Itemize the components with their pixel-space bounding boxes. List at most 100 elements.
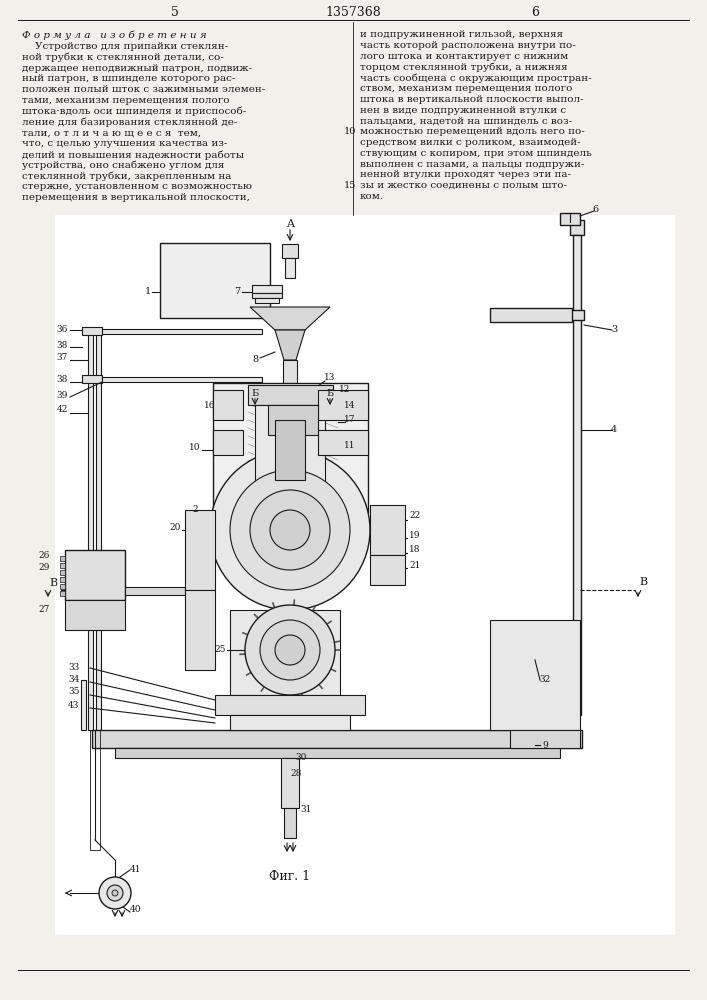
Text: что, с целью улучшения качества из-: что, с целью улучшения качества из- — [22, 139, 228, 148]
Bar — [570, 310, 584, 320]
Bar — [283, 360, 297, 750]
Text: 20: 20 — [169, 522, 181, 532]
Text: можностью перемещений вдоль него по-: можностью перемещений вдоль него по- — [360, 127, 585, 136]
Bar — [318, 430, 368, 455]
Text: перемещения в вертикальной плоскости,: перемещения в вертикальной плоскости, — [22, 193, 250, 202]
Bar — [213, 383, 368, 513]
Text: 19: 19 — [409, 530, 421, 540]
Text: зы и жестко соединены с полым што-: зы и жестко соединены с полым што- — [360, 181, 567, 190]
Text: 8: 8 — [252, 356, 258, 364]
Bar — [215, 695, 365, 715]
Text: 14: 14 — [344, 400, 356, 410]
Bar — [560, 213, 580, 225]
Text: 1357368: 1357368 — [325, 5, 381, 18]
Text: 12: 12 — [339, 385, 351, 394]
Text: 38: 38 — [57, 375, 68, 384]
Text: Ф о р м у л а   и з о б р е т е н и я: Ф о р м у л а и з о б р е т е н и я — [22, 30, 206, 39]
Text: 38: 38 — [57, 340, 68, 350]
Bar — [573, 235, 581, 705]
Bar — [82, 375, 102, 383]
Text: 42: 42 — [57, 406, 68, 414]
Text: устройства, оно снабжено углом для: устройства, оно снабжено углом для — [22, 161, 224, 170]
Text: часть сообщена с окружающим простран-: часть сообщена с окружающим простран- — [360, 73, 592, 83]
Text: ление для базирования стеклянной де-: ление для базирования стеклянной де- — [22, 118, 238, 127]
Bar — [230, 715, 350, 730]
Bar — [255, 405, 325, 510]
Text: штока в вертикальной плоскости выпол-: штока в вертикальной плоскости выпол- — [360, 95, 583, 104]
Bar — [268, 405, 318, 435]
Bar — [90, 730, 100, 850]
Text: 43: 43 — [68, 702, 79, 710]
Text: 10: 10 — [344, 127, 356, 136]
Text: штока·вдоль оси шпинделя и приспособ-: штока·вдоль оси шпинделя и приспособ- — [22, 107, 246, 116]
Bar — [510, 730, 580, 748]
Bar — [88, 330, 93, 730]
Circle shape — [245, 605, 335, 695]
Polygon shape — [250, 307, 330, 330]
Text: 15: 15 — [344, 181, 356, 190]
Bar — [60, 577, 65, 582]
Bar — [213, 430, 243, 455]
Text: 41: 41 — [130, 865, 141, 874]
Bar — [65, 550, 125, 600]
Bar — [573, 705, 581, 715]
Bar — [55, 215, 675, 935]
Circle shape — [250, 490, 330, 570]
Circle shape — [230, 470, 350, 590]
Text: ством, механизм перемещения полого: ством, механизм перемещения полого — [360, 84, 573, 93]
Bar — [60, 563, 65, 568]
Text: 18: 18 — [409, 546, 421, 554]
Text: 35: 35 — [68, 688, 79, 696]
Text: ствующим с копиром, при этом шпиндель: ствующим с копиром, при этом шпиндель — [360, 149, 592, 158]
Bar — [570, 220, 584, 235]
Bar — [275, 420, 305, 480]
Text: 10: 10 — [189, 442, 201, 452]
Text: 2: 2 — [192, 506, 198, 514]
Text: 13: 13 — [325, 373, 336, 382]
Bar — [60, 570, 65, 575]
Text: 29: 29 — [39, 564, 50, 572]
Text: Б: Б — [327, 388, 334, 397]
Text: делий и повышения надежности работы: делий и повышения надежности работы — [22, 150, 244, 159]
Bar — [252, 285, 282, 293]
Text: ный патрон, в шпинделе которого рас-: ный патрон, в шпинделе которого рас- — [22, 74, 235, 83]
Text: 16: 16 — [204, 400, 216, 410]
Bar — [284, 808, 296, 838]
Text: 31: 31 — [300, 806, 311, 814]
Bar — [92, 730, 582, 748]
Circle shape — [112, 890, 118, 896]
Bar — [252, 293, 282, 298]
Bar — [255, 298, 279, 303]
Text: 6: 6 — [592, 206, 598, 215]
Text: 32: 32 — [539, 676, 551, 684]
Text: ненной втулки проходят через эти па-: ненной втулки проходят через эти па- — [360, 170, 571, 179]
Text: 37: 37 — [57, 354, 68, 362]
Bar — [102, 377, 262, 382]
Bar — [370, 505, 405, 555]
Text: B: B — [639, 577, 647, 587]
Bar — [60, 556, 65, 561]
Text: 26: 26 — [39, 550, 50, 560]
Text: 21: 21 — [409, 560, 421, 570]
Text: выполнен с пазами, а пальцы подпружи-: выполнен с пазами, а пальцы подпружи- — [360, 160, 585, 169]
Text: средством вилки с роликом, взаимодей-: средством вилки с роликом, взаимодей- — [360, 138, 580, 147]
Bar — [60, 591, 65, 596]
Bar — [81, 680, 86, 730]
Text: 17: 17 — [344, 416, 356, 424]
Text: Устройство для припайки стеклян-: Устройство для припайки стеклян- — [22, 42, 228, 51]
Bar — [60, 584, 65, 589]
Bar — [230, 610, 340, 695]
Circle shape — [270, 510, 310, 550]
Circle shape — [275, 635, 305, 665]
Bar — [185, 510, 215, 590]
Text: 36: 36 — [57, 326, 68, 334]
Text: 30: 30 — [295, 754, 306, 762]
Bar — [213, 390, 243, 420]
Bar — [490, 620, 580, 730]
Text: 22: 22 — [409, 510, 421, 520]
Text: Б: Б — [252, 388, 259, 397]
Text: A: A — [286, 219, 294, 229]
Text: 27: 27 — [39, 605, 50, 614]
Circle shape — [107, 885, 123, 901]
Text: 7: 7 — [234, 288, 240, 296]
